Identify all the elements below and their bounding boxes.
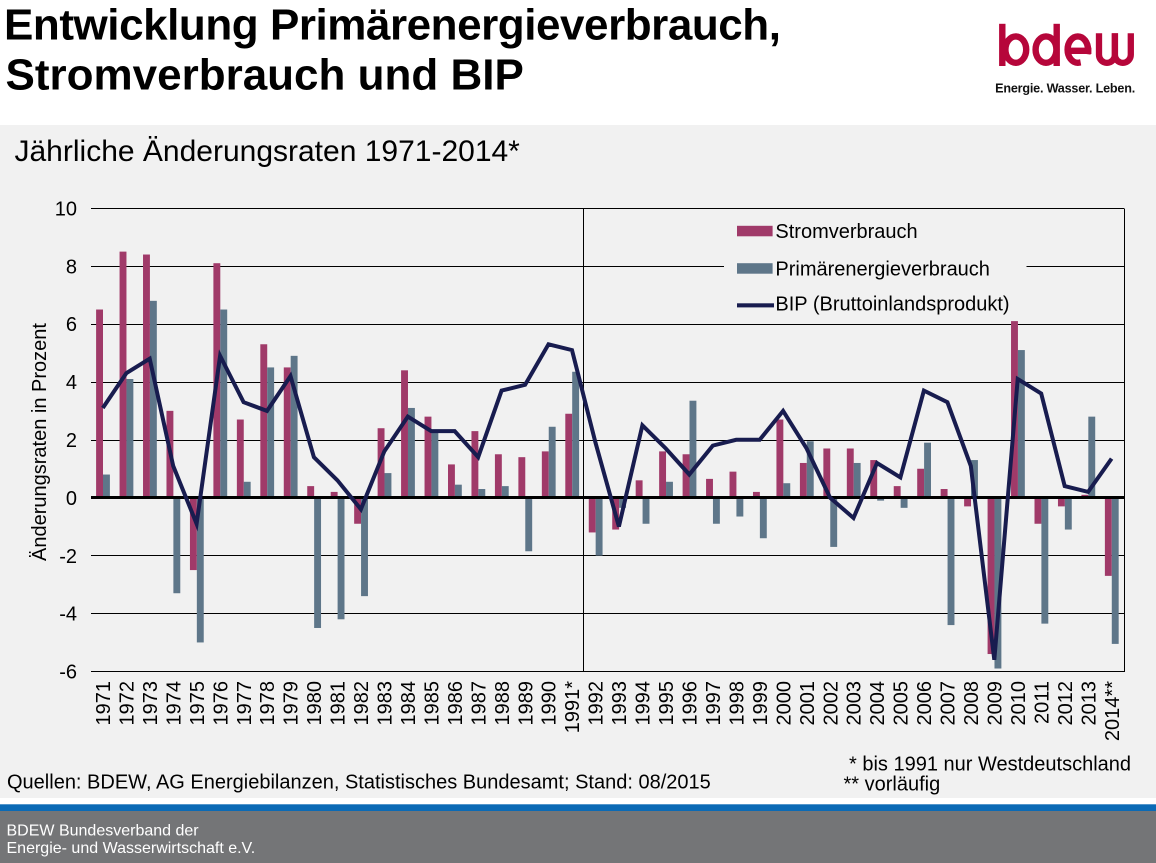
svg-text:Energie- und Wasserwirtschaft: Energie- und Wasserwirtschaft e.V. xyxy=(7,840,256,857)
svg-text:2010: 2010 xyxy=(1008,681,1030,726)
svg-text:1996: 1996 xyxy=(680,681,702,726)
svg-text:1973: 1973 xyxy=(140,681,162,726)
svg-text:Stromverbrauch und BIP: Stromverbrauch und BIP xyxy=(6,51,524,100)
svg-text:2011: 2011 xyxy=(1031,681,1053,724)
svg-text:1988: 1988 xyxy=(492,681,514,726)
svg-text:2002: 2002 xyxy=(820,681,842,726)
svg-text:* bis 1991 nur Westdeutschland: * bis 1991 nur Westdeutschland xyxy=(849,753,1131,775)
svg-text:1976: 1976 xyxy=(210,681,232,726)
svg-text:2003: 2003 xyxy=(844,681,866,726)
svg-text:0: 0 xyxy=(66,488,77,510)
svg-text:Energie. Wasser. Leben.: Energie. Wasser. Leben. xyxy=(995,82,1135,96)
svg-text:2000: 2000 xyxy=(773,681,795,726)
svg-text:BIP (Bruttoinlandsprodukt): BIP (Bruttoinlandsprodukt) xyxy=(775,294,1009,316)
svg-text:1987: 1987 xyxy=(468,681,490,726)
svg-text:1999: 1999 xyxy=(750,681,772,726)
svg-text:1983: 1983 xyxy=(375,681,397,726)
svg-text:1975: 1975 xyxy=(187,681,209,726)
svg-text:Primärenergieverbrauch: Primärenergieverbrauch xyxy=(775,258,990,280)
svg-text:1984: 1984 xyxy=(398,681,420,726)
svg-text:Quellen: BDEW, AG Energiebilan: Quellen: BDEW, AG Energiebilanzen, Stati… xyxy=(7,772,711,794)
svg-text:-2: -2 xyxy=(59,546,77,568)
svg-text:1982: 1982 xyxy=(351,681,373,726)
svg-text:1995: 1995 xyxy=(656,681,678,726)
svg-text:Jährliche Änderungsraten 1971-: Jährliche Änderungsraten 1971-2014* xyxy=(15,135,521,168)
svg-text:1991*: 1991* xyxy=(562,681,584,733)
svg-text:10: 10 xyxy=(55,198,77,220)
svg-text:1992: 1992 xyxy=(586,681,608,726)
svg-text:1989: 1989 xyxy=(515,681,537,726)
svg-text:2006: 2006 xyxy=(914,681,936,726)
svg-text:1994: 1994 xyxy=(633,681,655,726)
svg-text:2013: 2013 xyxy=(1078,681,1100,726)
svg-text:-6: -6 xyxy=(59,662,77,684)
svg-text:2014**: 2014** xyxy=(1102,681,1124,741)
svg-text:2009: 2009 xyxy=(985,681,1007,726)
svg-text:1986: 1986 xyxy=(445,681,467,726)
svg-text:2: 2 xyxy=(66,430,77,452)
svg-text:2008: 2008 xyxy=(961,681,983,726)
svg-text:-4: -4 xyxy=(59,604,77,626)
svg-text:Stromverbrauch: Stromverbrauch xyxy=(775,221,917,243)
svg-text:2012: 2012 xyxy=(1055,681,1077,726)
svg-text:1990: 1990 xyxy=(539,681,561,726)
svg-text:1979: 1979 xyxy=(281,681,303,726)
svg-text:2004: 2004 xyxy=(867,681,889,726)
svg-text:6: 6 xyxy=(66,314,77,336)
svg-text:8: 8 xyxy=(66,256,77,278)
svg-text:Änderungsraten in Prozent: Änderungsraten in Prozent xyxy=(29,323,51,561)
svg-text:1997: 1997 xyxy=(703,681,725,726)
svg-text:2005: 2005 xyxy=(891,681,913,726)
svg-text:1985: 1985 xyxy=(421,681,443,726)
svg-text:** vorläufig: ** vorläufig xyxy=(844,774,941,796)
svg-text:1980: 1980 xyxy=(304,681,326,726)
svg-text:2001: 2001 xyxy=(797,681,819,726)
svg-text:1998: 1998 xyxy=(726,681,748,726)
svg-text:1972: 1972 xyxy=(117,681,139,726)
svg-text:1977: 1977 xyxy=(234,681,256,726)
svg-text:2007: 2007 xyxy=(938,681,960,726)
svg-text:1974: 1974 xyxy=(163,681,185,726)
svg-text:4: 4 xyxy=(66,372,77,394)
svg-text:BDEW Bundesverband der: BDEW Bundesverband der xyxy=(7,822,200,839)
svg-text:Entwicklung Primärenergieverbr: Entwicklung Primärenergieverbrauch, xyxy=(4,1,781,50)
svg-text:1993: 1993 xyxy=(609,681,631,726)
svg-text:1971: 1971 xyxy=(93,681,115,726)
svg-text:1978: 1978 xyxy=(257,681,279,726)
svg-text:1981: 1981 xyxy=(328,681,350,726)
